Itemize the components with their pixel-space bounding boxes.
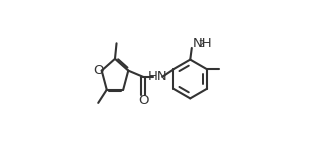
Text: HN: HN bbox=[148, 70, 168, 82]
Text: NH: NH bbox=[193, 37, 212, 50]
Text: O: O bbox=[138, 94, 148, 107]
Text: O: O bbox=[93, 64, 104, 77]
Text: 2: 2 bbox=[198, 40, 204, 49]
